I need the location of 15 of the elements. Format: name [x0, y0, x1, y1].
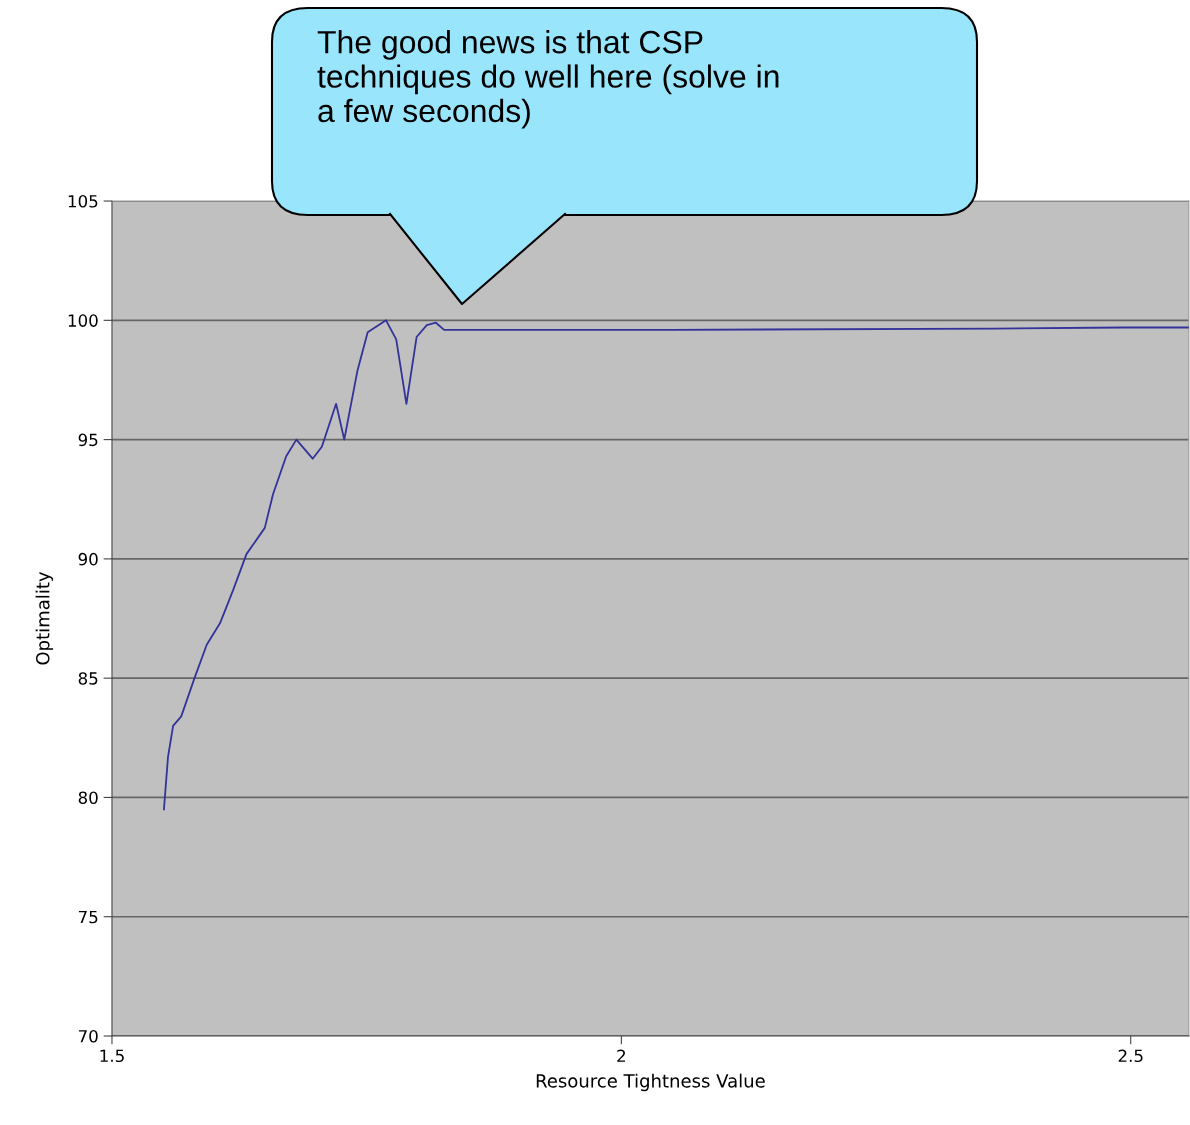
y-tick-label: 100 [68, 314, 98, 327]
y-tick-label: 70 [78, 1029, 98, 1043]
y-axis-title: Optimality [35, 571, 54, 665]
line-series [163, 319, 1189, 811]
y-tick-label: 95 [78, 433, 98, 447]
x-axis-title: Resource Tightness Value [536, 1073, 765, 1092]
y-tick-label: 75 [78, 910, 98, 924]
y-tick-label: 105 [68, 195, 98, 208]
x-tick-label: 1.5 [100, 1049, 124, 1063]
y-tick-label: 80 [78, 791, 98, 805]
y-tick-label: 85 [78, 672, 98, 685]
y-tick-label: 90 [78, 552, 98, 566]
x-tick-label: 2 [617, 1049, 625, 1062]
text: The good news is that CSP techniques do well here (solve in a few seconds) [317, 30, 779, 129]
x-tick-label: 2.5 [1118, 1049, 1143, 1063]
